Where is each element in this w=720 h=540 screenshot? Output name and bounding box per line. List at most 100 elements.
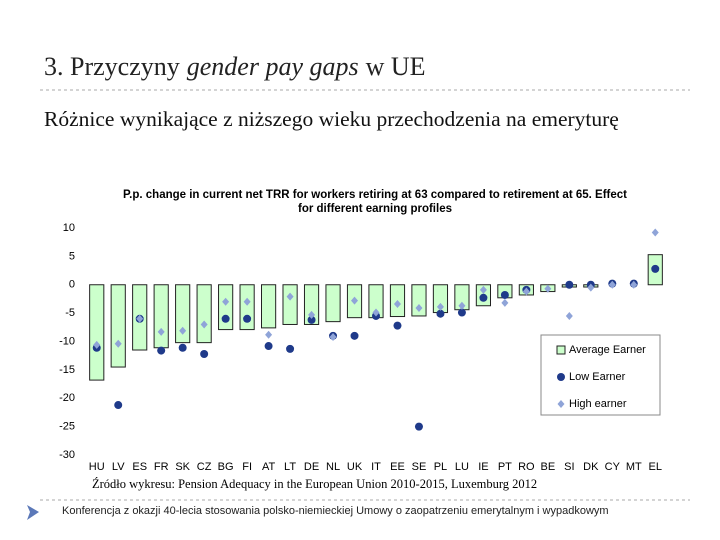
point: [179, 326, 187, 335]
point: [264, 342, 273, 351]
bar: [89, 284, 105, 381]
x-tick-label: NL: [326, 461, 340, 473]
x-tick-label: IE: [478, 461, 488, 473]
point: [351, 296, 359, 305]
bar: [282, 284, 298, 325]
slide-title: 3. Przyczyny gender pay gaps w UE: [44, 52, 433, 82]
point: [565, 280, 574, 289]
point: [630, 280, 638, 289]
point: [265, 330, 273, 339]
point: [500, 290, 509, 299]
x-tick-label: SK: [175, 461, 190, 473]
source: Źródło wykresu: Pension Adequacy in the …: [92, 477, 538, 491]
point: [350, 331, 359, 340]
point: [565, 311, 573, 320]
subtitle: Różnice wynikające z niższego wieku prze…: [44, 107, 619, 131]
point: [436, 302, 444, 311]
point: [651, 228, 659, 237]
point: [286, 344, 295, 353]
point: [200, 349, 209, 358]
x-tick-label: EE: [390, 461, 405, 473]
y-tick-label: 10: [63, 222, 75, 234]
point: [608, 280, 616, 289]
title-part: w UE: [365, 52, 426, 81]
point: [393, 300, 401, 309]
point: [178, 343, 187, 352]
x-tick-label: AT: [262, 461, 276, 473]
x-tick-label: EL: [649, 461, 662, 473]
bar: [325, 284, 341, 323]
y-tick-label: -25: [59, 421, 75, 433]
point: [372, 308, 380, 317]
bar: [218, 284, 234, 331]
title-italic: gender pay gaps: [186, 52, 359, 81]
point: [501, 298, 509, 307]
point: [157, 327, 165, 336]
legend-label: High earner: [569, 398, 627, 410]
x-tick-label: FR: [154, 461, 169, 473]
y-tick-label: 5: [69, 250, 75, 262]
y-tick-label: 0: [69, 279, 75, 291]
y-tick-label: -10: [59, 335, 75, 347]
point: [308, 310, 316, 319]
legend-label: Average Earner: [569, 344, 646, 356]
bar: [153, 284, 169, 349]
point: [457, 308, 466, 317]
x-tick-label: PL: [434, 461, 447, 473]
point: [458, 301, 466, 310]
x-tick-label: CY: [605, 461, 621, 473]
point: [307, 315, 316, 324]
bar: [239, 284, 255, 331]
footer: Konferencja z okazji 40-lecia stosowania…: [62, 505, 609, 517]
x-tick-label: MT: [626, 461, 642, 473]
point: [93, 340, 101, 349]
x-tick-label: BE: [541, 461, 556, 473]
x-tick-label: DE: [304, 461, 319, 473]
bar: [261, 284, 277, 329]
x-tick-label: CZ: [197, 461, 212, 473]
point: [329, 332, 337, 341]
point: [243, 297, 251, 306]
point: [222, 297, 230, 306]
x-tick-label: FI: [242, 461, 252, 473]
point: [114, 339, 122, 348]
x-tick-label: LT: [284, 461, 296, 473]
x-tick-label: UK: [347, 461, 363, 473]
bar: [411, 284, 427, 317]
x-tick-label: HU: [89, 461, 105, 473]
x-tick-label: BG: [218, 461, 234, 473]
x-tick-label: PT: [498, 461, 512, 473]
x-tick-label: LU: [455, 461, 469, 473]
point: [136, 314, 144, 323]
point: [286, 292, 294, 301]
point: [415, 304, 423, 313]
y-tick-label: -30: [59, 449, 75, 461]
point: [200, 320, 208, 329]
point: [114, 401, 123, 410]
x-tick-label: IT: [371, 461, 381, 473]
point: [479, 285, 487, 294]
point: [221, 314, 230, 323]
point: [479, 293, 488, 302]
x-tick-label: SE: [412, 461, 427, 473]
bar: [303, 284, 320, 325]
legend-swatch: [557, 373, 565, 381]
x-tick-label: LV: [112, 461, 125, 473]
legend-swatch: [557, 400, 565, 408]
point: [243, 314, 252, 323]
x-tick-label: RO: [518, 461, 535, 473]
point: [436, 309, 445, 318]
chart-title: P.p. change in current net TRR for worke…: [122, 189, 627, 215]
point: [587, 283, 595, 292]
x-tick-label: DK: [583, 461, 599, 473]
x-tick-label: ES: [132, 461, 147, 473]
point: [651, 264, 660, 273]
bar: [175, 284, 191, 344]
bar: [196, 284, 212, 344]
point: [414, 422, 423, 431]
title-part: 3. Przyczyny: [44, 52, 180, 81]
bar: [110, 284, 126, 368]
footer-arrow: [27, 505, 39, 520]
